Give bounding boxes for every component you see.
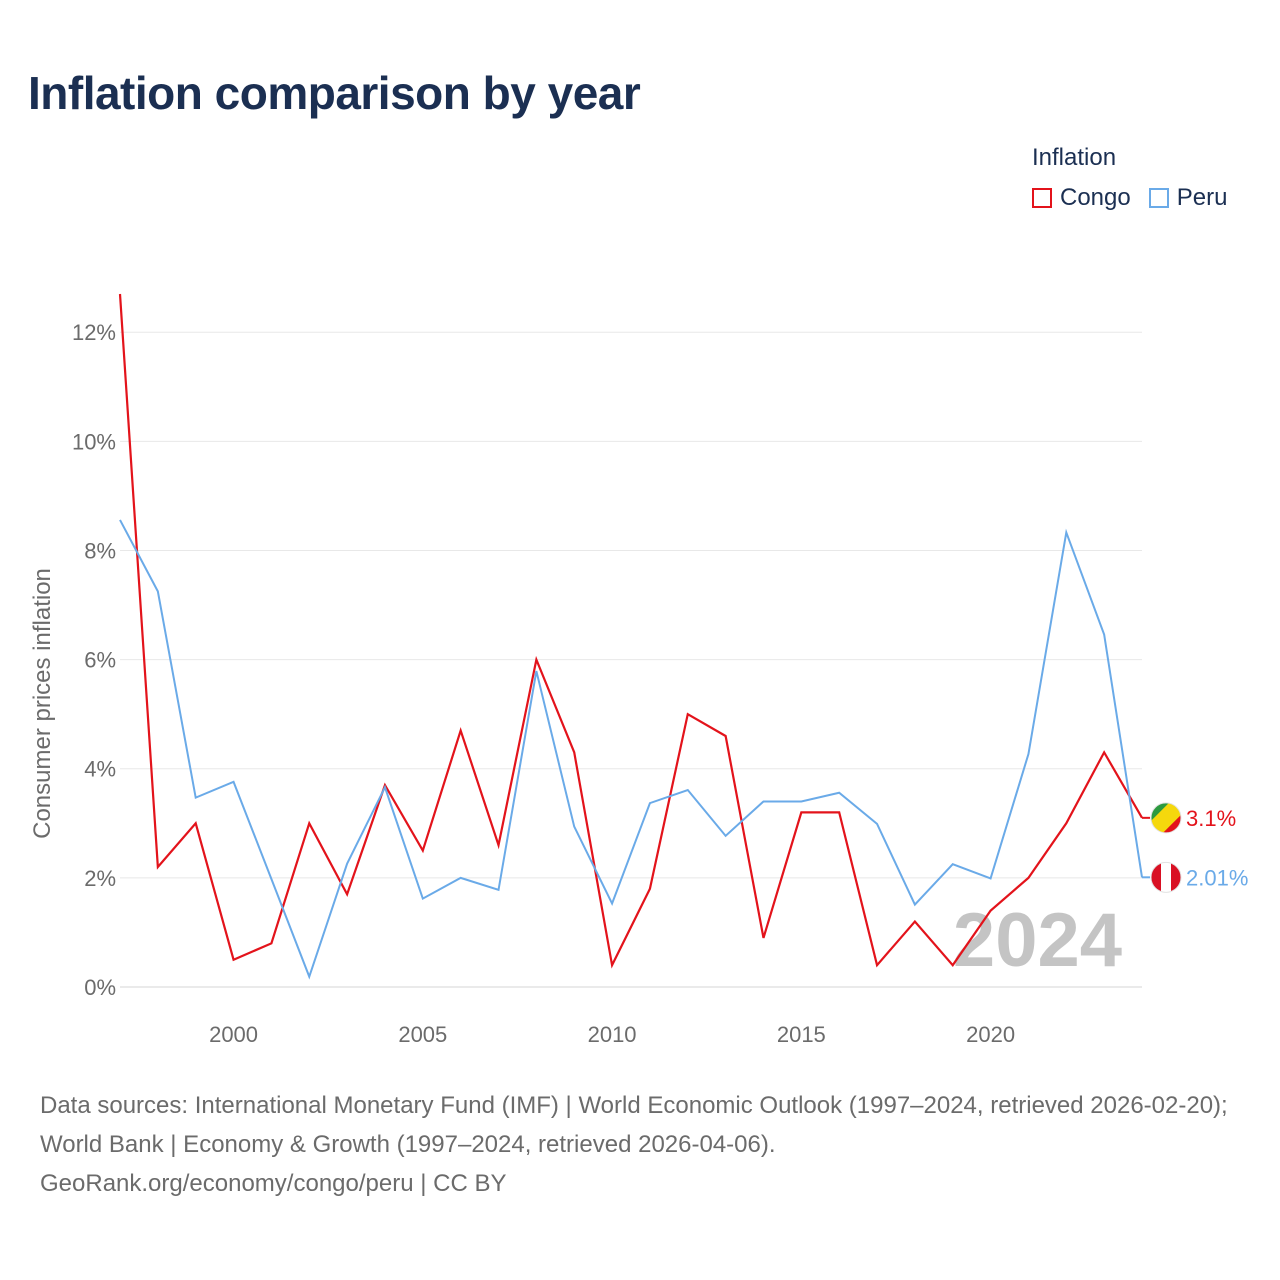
data-point-congo-2013	[723, 733, 729, 739]
legend-swatch-congo	[1032, 188, 1052, 208]
data-point-peru-1999	[193, 795, 199, 801]
congo-flag-icon	[1150, 802, 1182, 834]
data-point-peru-2005	[420, 896, 426, 902]
legend-label-congo: Congo	[1060, 184, 1131, 211]
data-point-peru-2014	[760, 798, 766, 804]
data-point-congo-2008	[533, 657, 539, 663]
x-tick-label-2015: 2015	[777, 1022, 826, 1047]
inflation-line-chart: 0% 2% 4% 6% 8% 10% 12% 2000 2005 2010 2015 2020 Cons…	[29, 291, 1248, 1047]
data-point-congo-2000	[231, 957, 237, 963]
y-tick-label-4: 4%	[84, 757, 116, 782]
peru-flag-icon	[1150, 861, 1182, 893]
data-point-congo-2018	[912, 919, 918, 925]
y-tick-label-8: 8%	[84, 538, 116, 563]
end-value-label-congo: 3.1%	[1186, 806, 1236, 831]
series-line-congo	[118, 293, 1143, 969]
data-point-congo-1998	[155, 864, 161, 870]
data-point-congo-2005	[420, 848, 426, 854]
year-watermark: 2024	[953, 898, 1122, 983]
x-tick-label-2010: 2010	[588, 1022, 637, 1047]
data-point-congo-1997	[117, 291, 123, 297]
data-point-congo-2002	[306, 820, 312, 826]
data-point-peru-2008	[533, 668, 539, 674]
legend-title: Inflation	[1032, 144, 1117, 171]
data-point-peru-2011	[647, 800, 653, 806]
y-tick-label-0: 0%	[84, 975, 116, 1000]
data-point-peru-1997	[117, 517, 123, 523]
legend-label-peru: Peru	[1176, 184, 1228, 211]
data-point-congo-2017	[874, 962, 880, 968]
series-line-peru	[119, 519, 1143, 980]
y-axis-label: Consumer prices inflation	[29, 568, 56, 839]
data-sources-text: Data sources: International Monetary Fun…	[40, 1092, 1228, 1158]
data-point-peru-2007	[496, 887, 502, 893]
credit-text: GeoRank.org/economy/congo/peru | CC BY	[40, 1170, 507, 1197]
data-point-congo-2023	[1101, 749, 1107, 755]
data-point-peru-2022	[1063, 529, 1069, 535]
y-tick-label-10: 10%	[72, 429, 116, 454]
data-point-congo-2009	[571, 749, 577, 755]
y-tick-label-12: 12%	[72, 320, 116, 345]
data-point-congo-2011	[647, 886, 653, 892]
data-point-peru-2013	[723, 833, 729, 839]
data-point-peru-2018	[912, 902, 918, 908]
x-tick-label-2005: 2005	[398, 1022, 447, 1047]
data-point-congo-2014	[760, 935, 766, 941]
data-point-congo-2022	[1063, 820, 1069, 826]
data-point-peru-2003	[344, 861, 350, 867]
data-point-peru-1998	[155, 588, 161, 594]
legend-item-congo[interactable]: Congo	[1032, 184, 1131, 212]
data-point-congo-2019	[950, 962, 956, 968]
data-point-congo-2006	[458, 728, 464, 734]
data-point-congo-2007	[496, 842, 502, 848]
y-tick-label-6: 6%	[84, 648, 116, 673]
data-point-peru-2019	[950, 861, 956, 867]
data-point-peru-2012	[685, 787, 691, 793]
chart-title: Inflation comparison by year	[28, 67, 641, 119]
data-point-peru-2020	[988, 875, 994, 881]
x-tick-label-2020: 2020	[966, 1022, 1015, 1047]
data-point-peru-2001	[268, 876, 274, 882]
data-point-congo-2020	[988, 908, 994, 914]
data-point-peru-2010	[609, 901, 615, 907]
data-point-peru-2004	[382, 784, 388, 790]
data-point-congo-2016	[836, 809, 842, 815]
legend-swatch-peru	[1148, 188, 1169, 208]
data-point-peru-2000	[231, 779, 237, 785]
legend-item-peru[interactable]: Peru	[1148, 184, 1228, 212]
data-point-peru-2009	[571, 824, 577, 830]
data-point-peru-2006	[458, 875, 464, 881]
data-point-congo-2001	[268, 940, 274, 946]
data-point-peru-2015	[798, 798, 804, 804]
data-point-peru-2023	[1101, 631, 1107, 637]
data-point-peru-2021	[1025, 751, 1031, 757]
footer: Data sources: International Monetary Fun…	[40, 1086, 1250, 1203]
data-point-congo-2003	[344, 891, 350, 897]
end-value-label-peru: 2.01%	[1186, 865, 1248, 890]
y-tick-label-2: 2%	[84, 866, 116, 891]
data-point-peru-2002	[306, 974, 312, 980]
x-tick-label-2000: 2000	[209, 1022, 258, 1047]
data-point-congo-2010	[609, 962, 615, 968]
data-point-peru-2017	[874, 821, 880, 827]
data-point-peru-2016	[836, 790, 842, 796]
data-point-congo-2015	[798, 809, 804, 815]
data-point-congo-2012	[685, 711, 691, 717]
legend: Inflation Congo Peru	[1032, 144, 1227, 212]
data-point-congo-1999	[193, 820, 199, 826]
data-point-congo-2021	[1025, 875, 1031, 881]
